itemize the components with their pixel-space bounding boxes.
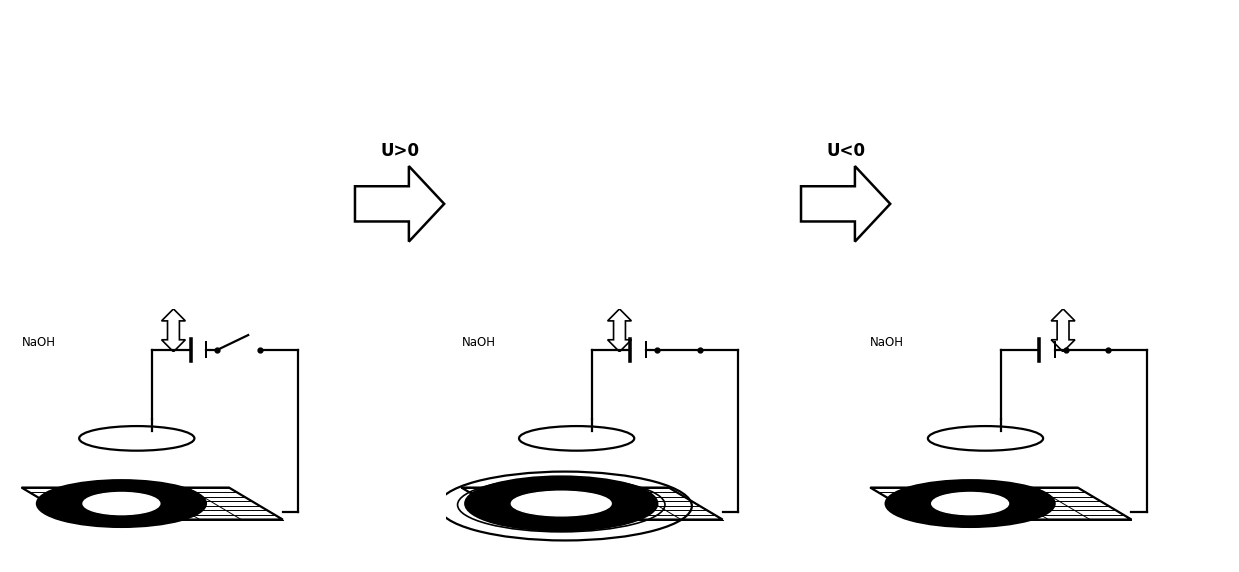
Text: +: + — [623, 257, 636, 272]
Text: U>0: U>0 — [380, 142, 419, 160]
Polygon shape — [161, 309, 186, 352]
Ellipse shape — [563, 259, 567, 267]
Text: NaOH: NaOH — [870, 336, 904, 349]
Ellipse shape — [1093, 157, 1100, 164]
Ellipse shape — [85, 156, 90, 165]
Text: NaOH: NaOH — [461, 336, 496, 349]
Ellipse shape — [1068, 138, 1084, 154]
Ellipse shape — [133, 172, 139, 182]
Polygon shape — [800, 166, 890, 241]
Ellipse shape — [1038, 138, 1046, 148]
Ellipse shape — [147, 134, 159, 146]
Ellipse shape — [1010, 166, 1014, 172]
Ellipse shape — [465, 476, 657, 531]
Ellipse shape — [116, 163, 120, 169]
Polygon shape — [870, 487, 1131, 519]
Ellipse shape — [660, 262, 667, 270]
Text: +: + — [1044, 31, 1059, 49]
Ellipse shape — [886, 480, 1054, 527]
Ellipse shape — [37, 480, 206, 527]
Ellipse shape — [1032, 173, 1038, 181]
Ellipse shape — [638, 260, 642, 267]
Ellipse shape — [1017, 148, 1026, 161]
Ellipse shape — [586, 265, 591, 272]
Text: −: − — [1056, 223, 1069, 241]
Text: −: − — [605, 31, 620, 49]
Ellipse shape — [167, 144, 172, 154]
Ellipse shape — [1054, 163, 1057, 169]
Polygon shape — [1051, 309, 1075, 352]
Ellipse shape — [124, 125, 134, 138]
Ellipse shape — [83, 492, 160, 515]
Polygon shape — [607, 309, 632, 352]
Ellipse shape — [932, 492, 1009, 515]
Ellipse shape — [541, 262, 548, 271]
Polygon shape — [461, 487, 722, 519]
Ellipse shape — [512, 491, 611, 516]
Text: NaOH: NaOH — [21, 336, 56, 349]
Polygon shape — [21, 487, 282, 519]
Ellipse shape — [104, 146, 113, 162]
Ellipse shape — [1059, 157, 1066, 164]
Polygon shape — [354, 166, 444, 241]
Text: U<0: U<0 — [826, 142, 865, 160]
